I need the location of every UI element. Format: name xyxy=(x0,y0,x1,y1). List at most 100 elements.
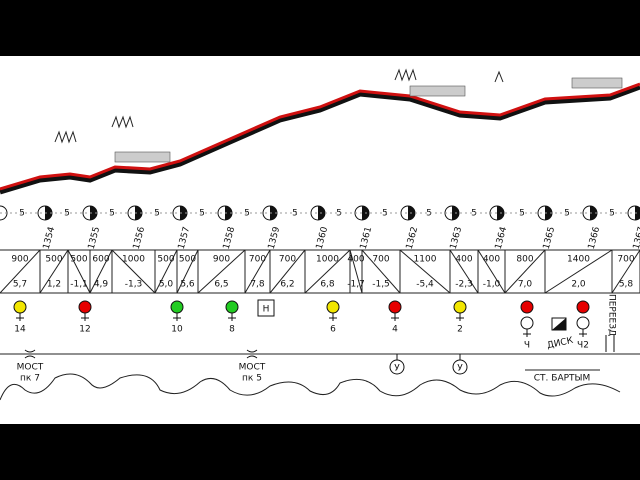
grade-value: 5,0 xyxy=(159,280,174,290)
grade-diagonal xyxy=(176,249,199,294)
grade-value: -2,3 xyxy=(455,280,473,290)
train xyxy=(114,151,171,163)
speed-mark xyxy=(54,130,77,144)
grade-diagonal xyxy=(111,249,156,294)
speed-marks xyxy=(54,68,504,144)
grade-diagonal xyxy=(449,249,479,294)
grade-length: 900 xyxy=(213,255,230,265)
signal-light xyxy=(520,300,534,314)
sheet xyxy=(0,56,640,424)
disk-sign-half xyxy=(552,318,566,330)
trains xyxy=(114,77,623,163)
train xyxy=(409,85,466,97)
signal-label: 14 xyxy=(14,325,26,335)
grade-diagonal xyxy=(197,249,246,294)
grade-length: 500 xyxy=(179,255,196,265)
stop-circle xyxy=(452,359,468,375)
grade-diagonal xyxy=(611,249,640,294)
signal-light xyxy=(13,300,27,314)
picket-label: 5 xyxy=(426,209,432,219)
bridge-label: МОСТ xyxy=(17,363,44,373)
grade-length: 900 xyxy=(11,255,28,265)
grade-length: 700 xyxy=(249,255,266,265)
signal-label: Ч2 xyxy=(577,341,589,351)
grade-diagonal xyxy=(544,249,613,294)
signal-light xyxy=(576,316,590,330)
signal-light xyxy=(520,316,534,330)
grade-length: 500 xyxy=(70,255,87,265)
grade-diagonal xyxy=(0,249,41,294)
station-label: СТ. БАРТЫМ xyxy=(534,374,590,384)
grade-value: -1,7 xyxy=(347,280,365,290)
sign-h: Н xyxy=(263,305,270,315)
km-marker-half xyxy=(90,206,97,220)
crossing-label: ПЕРЕЕЗД xyxy=(607,294,617,336)
grade-length: 800 xyxy=(516,255,533,265)
grade-diagonal xyxy=(349,249,363,294)
km-marker-half xyxy=(635,206,640,220)
speed-mark xyxy=(111,115,134,129)
signal-label: 12 xyxy=(79,325,90,335)
km-marker-half xyxy=(545,206,552,220)
signal-label: 10 xyxy=(171,325,183,335)
grade-length: 400 xyxy=(483,255,500,265)
grade-length: 700 xyxy=(372,255,389,265)
km-marker-half xyxy=(180,206,187,220)
bridge-km: пк 5 xyxy=(242,374,262,384)
grade-length: 700 xyxy=(279,255,296,265)
grade-value: -1,5 xyxy=(372,280,390,290)
grade-length: 1100 xyxy=(414,255,437,265)
stop-label: У xyxy=(457,364,463,374)
track-plan xyxy=(0,373,621,401)
grade-length: 1400 xyxy=(567,255,590,265)
grade-value: -1,0 xyxy=(483,280,501,290)
signal-light xyxy=(78,300,92,314)
grade-diagonal xyxy=(154,249,178,294)
km-marker-half xyxy=(270,206,277,220)
grade-length: 700 xyxy=(617,255,634,265)
speed-mark xyxy=(394,68,417,82)
signal-label: 4 xyxy=(392,325,398,335)
signal-light xyxy=(326,300,340,314)
grade-value: 7,8 xyxy=(250,280,265,290)
picket-label: 5 xyxy=(471,209,477,219)
grade-value: 6,8 xyxy=(320,280,335,290)
grade-value: -1,3 xyxy=(125,280,143,290)
bridge-mark xyxy=(246,349,258,359)
signal-label: 6 xyxy=(330,325,336,335)
grade-diagonal xyxy=(89,249,113,294)
grade-diagonal xyxy=(269,249,306,294)
grade-value: 5,8 xyxy=(619,280,634,290)
profile-shadow xyxy=(0,84,640,195)
signal-light xyxy=(170,300,184,314)
grade-length: 1000 xyxy=(122,255,145,265)
grade-diagonal xyxy=(504,249,546,294)
km-marker-half xyxy=(590,206,597,220)
signal-light xyxy=(225,300,239,314)
grade-diagonal xyxy=(361,249,401,294)
grade-diagonal xyxy=(304,249,351,294)
grade-length: 400 xyxy=(455,255,472,265)
grade-value: -5,4 xyxy=(416,280,434,290)
train xyxy=(571,77,623,89)
grade-value: 5,7 xyxy=(13,280,27,290)
speed-mark xyxy=(494,70,504,83)
bridge-mark xyxy=(24,349,36,359)
signal-label: 8 xyxy=(229,325,235,335)
km-marker-half xyxy=(225,206,232,220)
grade-length: 1000 xyxy=(316,255,339,265)
grade-value: 7,0 xyxy=(518,280,533,290)
grade-length: 500 xyxy=(157,255,174,265)
grade-diagonal xyxy=(477,249,506,294)
grade-value: 6,5 xyxy=(214,280,228,290)
sign-box xyxy=(257,299,275,317)
picket-label: 5 xyxy=(336,209,342,219)
signal-label: Ч xyxy=(524,341,530,351)
grade-length: 600 xyxy=(92,255,109,265)
km-marker-half xyxy=(45,206,52,220)
grade-length: 400 xyxy=(347,255,364,265)
grade-value: 4,9 xyxy=(94,280,109,290)
grade-diagonal xyxy=(39,249,69,294)
grade-value: -1,1 xyxy=(70,280,88,290)
